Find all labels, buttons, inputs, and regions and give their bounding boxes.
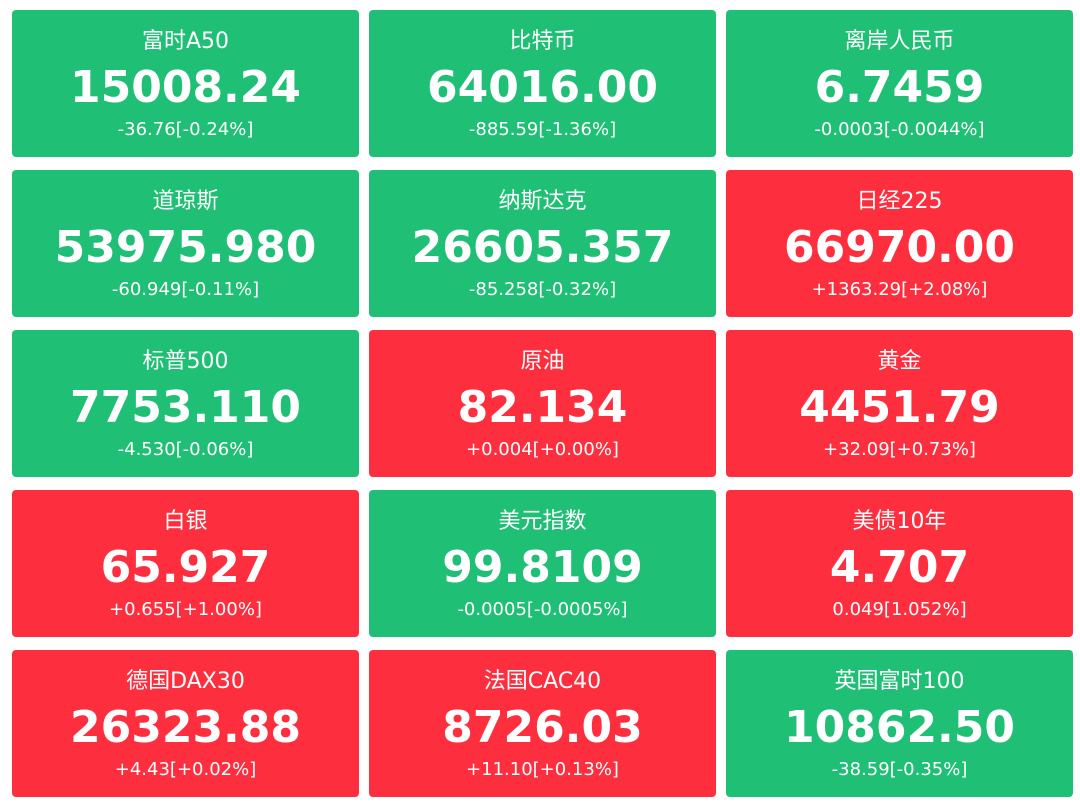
quote-tile[interactable]: 白银 65.927 +0.655[+1.00%] (12, 490, 359, 637)
quote-name: 比特币 (509, 29, 576, 54)
quote-value: 10862.50 (783, 702, 1016, 753)
quote-change: -85.258[-0.32%] (468, 279, 617, 300)
quote-name: 英国富时100 (834, 669, 965, 694)
quote-name: 黄金 (877, 349, 922, 374)
quote-value: 15008.24 (69, 62, 302, 113)
quote-value: 6.7459 (814, 62, 985, 113)
quote-change: +11.10[+0.13%] (466, 759, 619, 780)
quote-change: -38.59[-0.35%] (831, 759, 968, 780)
quote-tile[interactable]: 原油 82.134 +0.004[+0.00%] (369, 330, 716, 477)
quote-tile[interactable]: 德国DAX30 26323.88 +4.43[+0.02%] (12, 650, 359, 797)
quote-tile[interactable]: 黄金 4451.79 +32.09[+0.73%] (726, 330, 1073, 477)
quote-tile[interactable]: 道琼斯 53975.980 -60.949[-0.11%] (12, 170, 359, 317)
quote-name: 白银 (163, 509, 208, 534)
quote-tile[interactable]: 离岸人民币 6.7459 -0.0003[-0.0044%] (726, 10, 1073, 157)
quote-change: -36.76[-0.24%] (117, 119, 254, 140)
quote-tile[interactable]: 美元指数 99.8109 -0.0005[-0.0005%] (369, 490, 716, 637)
quote-tile[interactable]: 纳斯达克 26605.357 -85.258[-0.32%] (369, 170, 716, 317)
quote-name: 德国DAX30 (126, 669, 245, 694)
quote-change: 0.049[1.052%] (832, 599, 967, 620)
quote-tile[interactable]: 比特币 64016.00 -885.59[-1.36%] (369, 10, 716, 157)
quote-name: 美元指数 (498, 509, 587, 534)
quote-tile[interactable]: 法国CAC40 8726.03 +11.10[+0.13%] (369, 650, 716, 797)
quote-change: -0.0003[-0.0044%] (814, 119, 985, 140)
quote-value: 8726.03 (442, 702, 643, 753)
quote-change: -0.0005[-0.0005%] (457, 599, 628, 620)
quote-value: 65.927 (100, 542, 271, 593)
quote-change: +0.004[+0.00%] (466, 439, 619, 460)
quote-change: +0.655[+1.00%] (109, 599, 262, 620)
quote-value: 4.707 (829, 542, 970, 593)
quote-tile[interactable]: 富时A50 15008.24 -36.76[-0.24%] (12, 10, 359, 157)
quote-name: 纳斯达克 (498, 189, 587, 214)
quote-value: 7753.110 (69, 382, 302, 433)
quote-change: -4.530[-0.06%] (117, 439, 254, 460)
quote-tile[interactable]: 美债10年 4.707 0.049[1.052%] (726, 490, 1073, 637)
quote-value: 53975.980 (54, 222, 317, 273)
quote-name: 离岸人民币 (844, 29, 955, 54)
quote-tile[interactable]: 日经225 66970.00 +1363.29[+2.08%] (726, 170, 1073, 317)
quote-value: 99.8109 (442, 542, 643, 593)
quote-value: 4451.79 (799, 382, 1000, 433)
quote-value: 82.134 (457, 382, 628, 433)
quote-change: -60.949[-0.11%] (111, 279, 260, 300)
quote-name: 标普500 (142, 349, 229, 374)
quote-name: 法国CAC40 (483, 669, 602, 694)
quote-value: 66970.00 (783, 222, 1016, 273)
quote-change: +4.43[+0.02%] (114, 759, 257, 780)
quote-name: 日经225 (856, 189, 943, 214)
quote-value: 64016.00 (426, 62, 659, 113)
quote-tile[interactable]: 标普500 7753.110 -4.530[-0.06%] (12, 330, 359, 477)
quote-name: 原油 (520, 349, 565, 374)
quote-name: 道琼斯 (152, 189, 219, 214)
quote-tile[interactable]: 英国富时100 10862.50 -38.59[-0.35%] (726, 650, 1073, 797)
quote-name: 美债10年 (852, 509, 947, 534)
quote-change: -885.59[-1.36%] (468, 119, 617, 140)
quote-value: 26323.88 (69, 702, 302, 753)
quote-name: 富时A50 (141, 29, 230, 54)
quote-change: +32.09[+0.73%] (823, 439, 976, 460)
quote-value: 26605.357 (411, 222, 674, 273)
quote-change: +1363.29[+2.08%] (811, 279, 988, 300)
